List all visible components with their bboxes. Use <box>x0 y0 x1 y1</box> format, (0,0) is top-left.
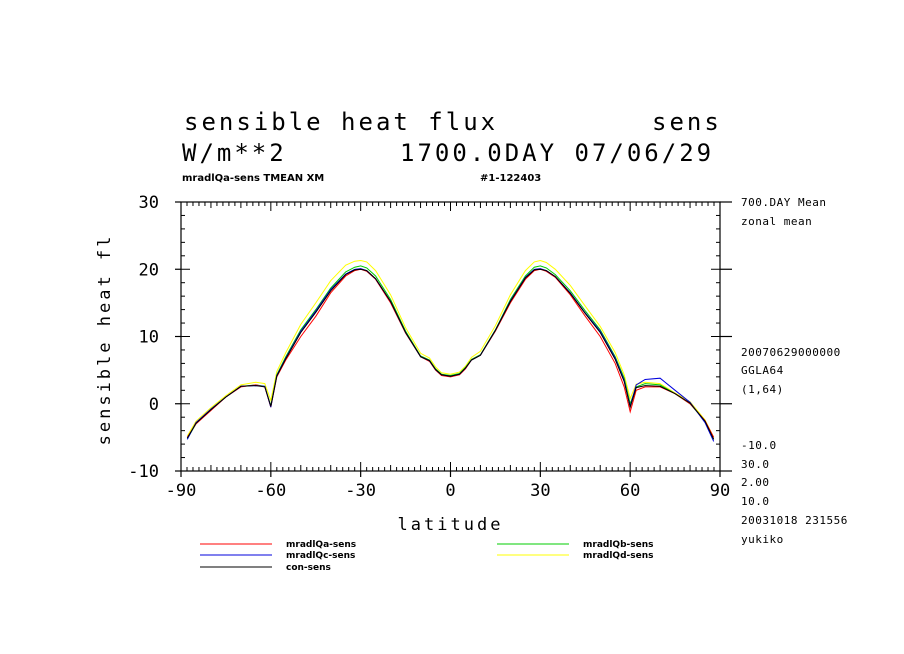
series-line-mradlQd-sens <box>186 259 715 438</box>
x-tick-label: -90 <box>166 481 197 501</box>
date-code: 20070629000000 <box>741 346 841 359</box>
series-line-mradlQb-sens <box>186 265 715 440</box>
chart-title: sensible heat flux <box>184 108 499 136</box>
legend-label: mradlQb-sens <box>583 540 653 550</box>
variable-code: sens <box>652 108 722 136</box>
run-stamp: 20031018 231556 <box>741 514 848 527</box>
y-axis-label: sensible heat fl <box>95 234 115 446</box>
subtitle-left: mradlQa-sens TMEAN XM <box>182 173 325 184</box>
user-label: yukiko <box>741 533 784 546</box>
index-label: (1,64) <box>741 383 784 396</box>
mean-label: 700.DAY Mean <box>741 196 827 209</box>
legend-label: mradlQd-sens <box>583 551 653 561</box>
plot-frame <box>180 201 721 472</box>
legend-label: con-sens <box>286 563 331 573</box>
x-axis-label: latitude <box>398 515 504 535</box>
y-tick-label: 10 <box>139 328 159 348</box>
series-line-mradlQc-sens <box>186 268 715 442</box>
grid-label: GGLA64 <box>741 364 784 377</box>
y-tick-label: 30 <box>139 193 159 213</box>
legend-label: mradlQc-sens <box>286 551 355 561</box>
subtitle-right: #1-122403 <box>480 173 542 184</box>
scale-label: 10.0 <box>741 495 770 508</box>
x-tick-label: -60 <box>255 481 286 501</box>
x-tick-label: 90 <box>710 481 730 501</box>
time-stamp: 1700.0DAY 07/06/29 <box>400 139 715 167</box>
zonal-label: zonal mean <box>741 215 813 228</box>
contour-min: -10.0 <box>741 439 777 452</box>
contour-max: 30.0 <box>741 458 770 471</box>
y-tick-label: 20 <box>139 260 159 280</box>
x-tick-label: 0 <box>445 481 455 501</box>
x-tick-label: 60 <box>620 481 640 501</box>
series-line-mradlQa-sens <box>186 268 715 438</box>
series-line-con-sens <box>186 268 715 440</box>
y-tick-label: -10 <box>128 462 159 482</box>
y-tick-label: 0 <box>149 395 159 415</box>
legend-label: mradlQa-sens <box>286 540 356 550</box>
units-label: W/m**2 <box>182 139 287 167</box>
x-tick-label: -30 <box>345 481 376 501</box>
interval-label: 2.00 <box>741 476 770 489</box>
x-tick-label: 30 <box>530 481 550 501</box>
